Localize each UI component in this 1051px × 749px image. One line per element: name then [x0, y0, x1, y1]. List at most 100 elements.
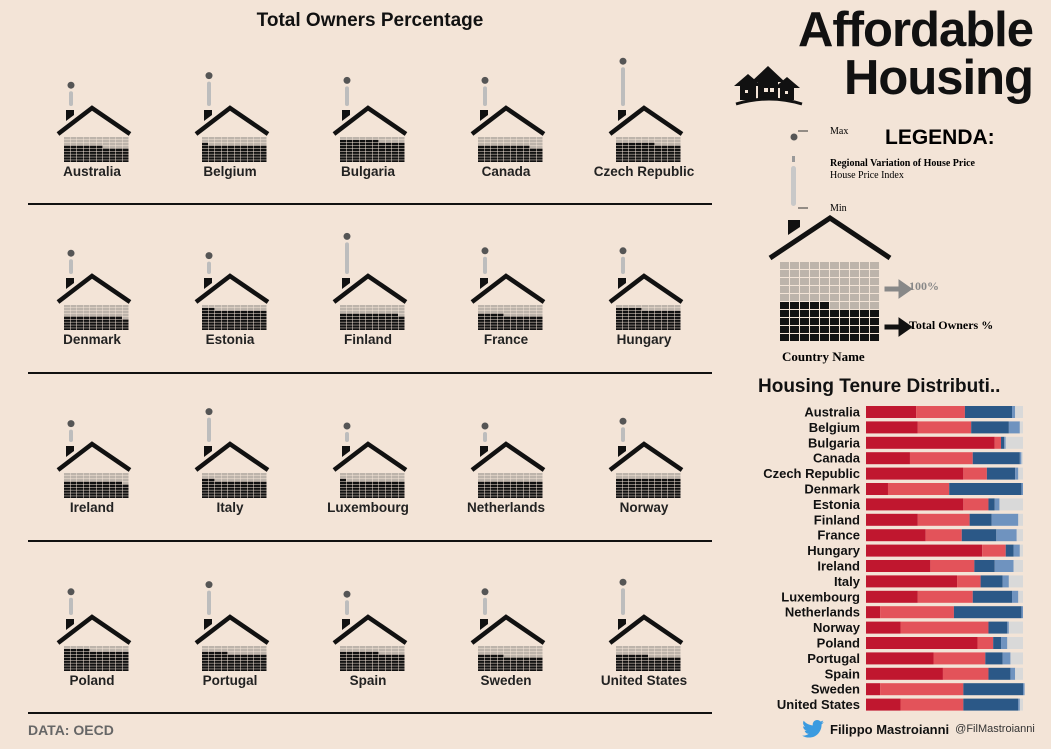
owner-square	[372, 151, 379, 154]
tenure-bar-segment	[866, 698, 901, 711]
owner-square	[254, 313, 260, 317]
legend-country-label: Country Name	[782, 349, 865, 364]
owner-square	[392, 493, 398, 496]
empty-square	[254, 648, 260, 652]
owner-square	[215, 157, 221, 160]
empty-square	[674, 142, 681, 146]
empty-square	[517, 137, 523, 140]
owner-square	[90, 481, 96, 485]
owner-square	[379, 160, 385, 162]
owner-square	[491, 154, 497, 157]
house-cell: Hungary	[584, 210, 704, 375]
empty-square	[484, 142, 491, 146]
owner-square	[260, 151, 267, 154]
empty-square	[234, 648, 241, 652]
chimney	[66, 110, 74, 121]
empty-square	[234, 651, 241, 655]
empty-square	[366, 646, 372, 649]
owner-square	[372, 148, 379, 151]
owner-square	[346, 666, 353, 669]
owner-square	[517, 160, 523, 162]
owner-square	[372, 660, 379, 663]
owner-square	[523, 151, 530, 154]
owner-square	[648, 160, 655, 162]
owner-square	[353, 313, 359, 317]
owner-square	[70, 484, 77, 487]
owner-square	[648, 157, 655, 160]
owner-square	[353, 669, 359, 671]
owner-square	[353, 157, 359, 160]
tenure-bar-segment	[1018, 590, 1023, 603]
owner-square	[385, 493, 392, 496]
owner-square	[346, 496, 353, 498]
owner-square	[228, 496, 234, 498]
owner-square	[247, 154, 254, 157]
empty-square	[70, 646, 77, 649]
owner-square	[668, 310, 674, 314]
owner-square	[530, 157, 536, 160]
owner-square	[215, 490, 221, 493]
owner-square	[642, 322, 648, 325]
empty-square	[491, 310, 497, 314]
empty-square	[96, 142, 103, 146]
owner-square	[346, 328, 353, 330]
owner-square	[661, 310, 668, 314]
owner-square	[346, 325, 353, 328]
empty-square	[629, 473, 635, 476]
empty-square	[221, 648, 228, 652]
owner-square	[103, 328, 109, 330]
owner-square	[629, 145, 635, 149]
tenure-country-label: Denmark	[804, 482, 860, 497]
owner-square	[497, 319, 504, 322]
owner-square	[346, 484, 353, 487]
empty-square	[478, 305, 484, 308]
empty-square	[260, 137, 267, 140]
owner-square	[478, 663, 484, 666]
owner-square	[208, 154, 215, 157]
owner-square	[372, 484, 379, 487]
tenure-bar-segment	[917, 513, 970, 526]
empty-square	[642, 651, 648, 655]
tenure-bar-segment	[1016, 529, 1023, 542]
house-cell: Australia	[32, 42, 152, 207]
owner-square	[228, 669, 234, 671]
owner-square	[96, 319, 103, 322]
empty-square	[234, 305, 241, 308]
owner-square	[64, 493, 70, 496]
empty-square	[398, 646, 405, 649]
owner-square	[497, 145, 504, 149]
owner-square	[254, 148, 260, 151]
price-variation-dot	[205, 252, 213, 260]
empty-square	[122, 646, 129, 649]
owner-square	[254, 310, 260, 314]
tenure-country-label: Poland	[817, 636, 860, 651]
country-name: Denmark	[63, 332, 121, 347]
owner-square	[635, 313, 642, 317]
empty-square	[674, 305, 681, 308]
owner-square	[530, 490, 536, 493]
tenure-bar-segment	[1008, 421, 1020, 434]
owner-square	[247, 493, 254, 496]
owner-square	[668, 484, 674, 487]
owner-square	[635, 660, 642, 663]
owner-square	[109, 484, 116, 487]
owner-square	[385, 654, 392, 658]
empty-square	[668, 654, 674, 658]
country-name: Estonia	[205, 332, 255, 347]
owner-square	[635, 487, 642, 490]
empty-square	[392, 651, 398, 655]
owner-square	[478, 496, 484, 498]
owner-square	[655, 316, 661, 319]
owner-square	[392, 666, 398, 669]
price-variation-dot	[343, 590, 351, 598]
empty-square	[208, 142, 215, 146]
owner-square	[510, 657, 517, 660]
owner-square	[530, 481, 536, 485]
owner-square	[497, 313, 504, 317]
owner-square	[674, 490, 681, 493]
chimney-smoke	[345, 86, 349, 106]
owner-square	[96, 669, 103, 671]
owner-square	[215, 145, 221, 149]
tenure-bar-segment	[963, 498, 989, 511]
empty-square	[241, 473, 247, 476]
